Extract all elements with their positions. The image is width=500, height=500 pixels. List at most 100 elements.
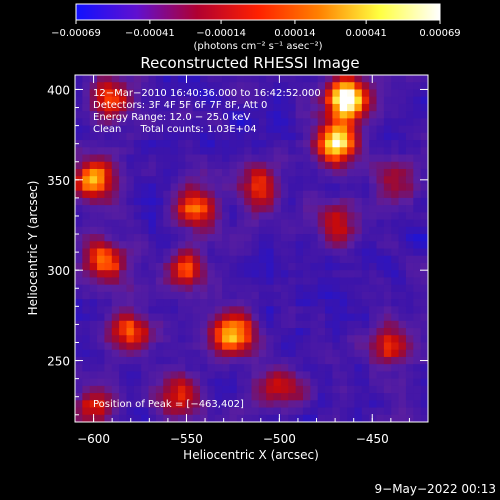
heatmap-cell: [207, 154, 216, 163]
heatmap-cell: [119, 306, 127, 314]
heatmap-cell: [288, 125, 297, 134]
heatmap-cell: [280, 393, 289, 401]
heatmap-cell: [200, 241, 208, 249]
heatmap-cell: [317, 241, 326, 249]
heatmap-cell: [200, 219, 208, 228]
heatmap-cell: [214, 364, 223, 372]
heatmap-cell: [104, 364, 113, 372]
heatmap-cell: [97, 335, 105, 343]
heatmap-cell: [82, 393, 91, 401]
heatmap-cell: [325, 226, 333, 235]
heatmap-cell: [302, 385, 311, 394]
heatmap-cell: [332, 234, 341, 242]
heatmap-cell: [236, 161, 245, 170]
heatmap-cell: [273, 248, 282, 257]
heatmap-cell: [126, 103, 135, 112]
heatmap-cell: [369, 414, 377, 423]
heatmap-cell: [170, 161, 179, 170]
heatmap-cell: [383, 219, 392, 228]
heatmap-cell: [288, 103, 297, 112]
heatmap-cell: [288, 140, 297, 148]
heatmap-cell: [89, 306, 98, 314]
heatmap-cell: [273, 262, 282, 271]
heatmap-cell: [222, 147, 230, 155]
heatmap-cell: [325, 414, 333, 423]
heatmap-cell: [325, 299, 333, 307]
heatmap-cell: [310, 190, 319, 199]
heatmap-cell: [258, 378, 267, 387]
heatmap-cell: [111, 284, 120, 293]
heatmap-cell: [141, 212, 149, 220]
heatmap-cell: [148, 335, 157, 343]
heatmap-cell: [119, 385, 127, 394]
heatmap-cell: [192, 385, 201, 394]
heatmap-cell: [229, 197, 238, 206]
heatmap-cell: [251, 407, 260, 416]
heatmap-cell: [214, 299, 223, 307]
heatmap-cell: [347, 306, 355, 314]
heatmap-cell: [317, 248, 326, 257]
heatmap-cell: [332, 291, 341, 300]
heatmap-cell: [325, 400, 333, 408]
heatmap-cell: [192, 118, 201, 127]
heatmap-cell: [244, 147, 252, 155]
heatmap-cell: [391, 393, 399, 401]
heatmap-cell: [391, 154, 399, 163]
heatmap-cell: [170, 385, 179, 394]
heatmap-cell: [155, 147, 164, 155]
heatmap-cell: [339, 414, 348, 423]
heatmap-cell: [155, 154, 164, 163]
heatmap-cell: [317, 371, 326, 380]
heatmap-cell: [288, 118, 297, 127]
heatmap-cell: [258, 349, 267, 358]
heatmap-cell: [104, 234, 113, 242]
heatmap-cell: [383, 313, 392, 322]
heatmap-cell: [126, 183, 135, 192]
heatmap-cell: [295, 89, 304, 98]
heatmap-cell: [163, 356, 171, 365]
heatmap-cell: [222, 364, 230, 372]
heatmap-cell: [82, 385, 91, 394]
heatmap-cell: [126, 255, 135, 264]
heatmap-cell: [133, 140, 142, 148]
heatmap-cell: [170, 226, 179, 235]
heatmap-cell: [420, 183, 429, 192]
heatmap-cell: [75, 255, 83, 264]
heatmap-cell: [177, 299, 186, 307]
heatmap-cell: [75, 306, 83, 314]
heatmap-cell: [207, 96, 216, 105]
heatmap-cell: [391, 378, 399, 387]
heatmap-cell: [420, 291, 429, 300]
heatmap-cell: [133, 299, 142, 307]
heatmap-cell: [75, 226, 83, 235]
heatmap-cell: [141, 407, 149, 416]
heatmap-cell: [229, 393, 238, 401]
heatmap-cell: [244, 342, 252, 351]
heatmap-cell: [104, 255, 113, 264]
heatmap-cell: [339, 140, 348, 148]
heatmap-cell: [89, 226, 98, 235]
heatmap-cell: [141, 291, 149, 300]
heatmap-cell: [229, 219, 238, 228]
heatmap-cell: [236, 212, 245, 220]
heatmap-cell: [266, 320, 274, 329]
heatmap-cell: [280, 234, 289, 242]
heatmap-cell: [251, 219, 260, 228]
heatmap-cell: [155, 125, 164, 134]
heatmap-cell: [170, 284, 179, 293]
heatmap-cell: [236, 219, 245, 228]
heatmap-cell: [361, 284, 370, 293]
heatmap-cell: [141, 364, 149, 372]
heatmap-cell: [354, 219, 363, 228]
heatmap-cell: [222, 234, 230, 242]
heatmap-cell: [119, 364, 127, 372]
heatmap-cell: [295, 147, 304, 155]
heatmap-cell: [207, 168, 216, 177]
heatmap-cell: [369, 161, 377, 170]
heatmap-cell: [163, 385, 171, 394]
heatmap-cell: [405, 226, 414, 235]
heatmap-cell: [258, 161, 267, 170]
heatmap-cell: [222, 176, 230, 184]
heatmap-cell: [347, 168, 355, 177]
heatmap-cell: [244, 82, 252, 90]
